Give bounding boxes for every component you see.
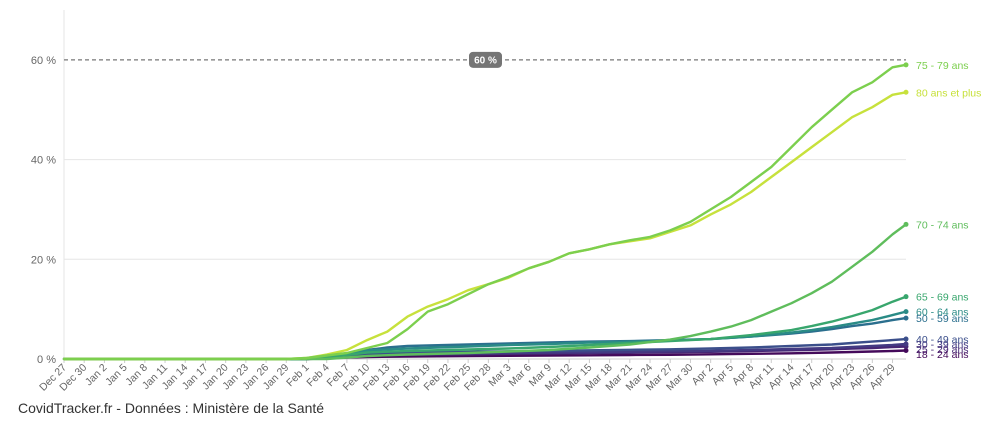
series-end-marker bbox=[903, 309, 909, 315]
series-label: 50 - 59 ans bbox=[916, 313, 969, 325]
series-label: 70 - 74 ans bbox=[916, 219, 969, 231]
series-line-75-79-ans bbox=[62, 63, 908, 361]
series-end-marker bbox=[903, 221, 909, 227]
x-tick-label: Jan 5 bbox=[103, 362, 130, 389]
series-line-60-64-ans bbox=[62, 310, 908, 361]
series-label: 65 - 69 ans bbox=[916, 292, 969, 304]
series-label: 18 - 24 ans bbox=[916, 349, 969, 361]
credit-text: CovidTracker.fr - Données : Ministère de… bbox=[18, 400, 325, 416]
series-line-65-69-ans bbox=[62, 295, 908, 361]
series-end-marker bbox=[903, 336, 909, 342]
y-tick-label: 20 % bbox=[31, 254, 56, 266]
series-label: 30 - 39 ans bbox=[916, 339, 969, 351]
series-label: 75 - 79 ans bbox=[916, 60, 969, 72]
series-end-marker bbox=[903, 294, 909, 300]
x-tick-label: Apr 2 bbox=[690, 362, 716, 388]
series-label: 25 - 29 ans bbox=[916, 344, 969, 356]
y-tick-label: 40 % bbox=[31, 155, 56, 167]
y-tick-label: 0 % bbox=[37, 354, 56, 366]
series-label: 80 ans et plus bbox=[916, 87, 981, 99]
series-end-marker bbox=[903, 341, 909, 347]
series-label: 40 - 49 ans bbox=[916, 334, 969, 346]
reference-badge-label: 60 % bbox=[474, 55, 497, 66]
series-end-marker bbox=[903, 315, 909, 321]
series-end-marker bbox=[903, 62, 909, 68]
x-tick-label: Jan 2 bbox=[83, 362, 110, 389]
series-end-marker bbox=[903, 89, 909, 95]
x-tick-label: Apr 5 bbox=[710, 362, 736, 388]
series-end-marker bbox=[903, 348, 909, 354]
series-label: 60 - 64 ans bbox=[916, 307, 969, 319]
y-tick-label: 60 % bbox=[31, 55, 56, 67]
reference-badge bbox=[469, 51, 502, 68]
series-line-80-ans-et-plus bbox=[62, 91, 908, 361]
series-line-70-74-ans bbox=[62, 223, 908, 361]
